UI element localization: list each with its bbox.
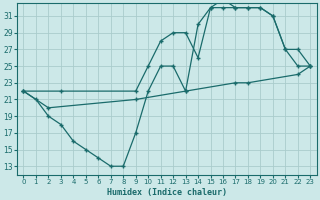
X-axis label: Humidex (Indice chaleur): Humidex (Indice chaleur)	[107, 188, 227, 197]
